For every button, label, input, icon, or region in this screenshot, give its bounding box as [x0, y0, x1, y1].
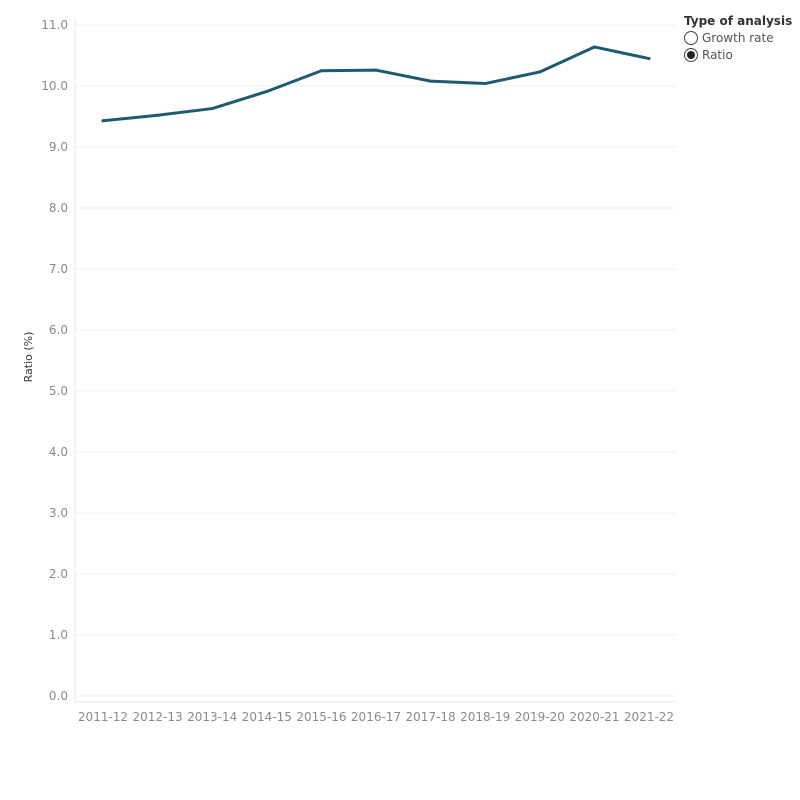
x-tick-label: 2016-17 — [351, 710, 401, 724]
y-tick-label: 4.0 — [49, 445, 68, 459]
x-tick-label: 2021-22 — [624, 710, 674, 724]
y-tick-label: 11.0 — [41, 18, 68, 32]
radio-ratio[interactable]: Ratio — [684, 46, 792, 63]
series-line — [101, 45, 651, 123]
radio-dot-icon — [687, 50, 695, 59]
y-tick-label: 1.0 — [49, 628, 68, 642]
y-tick-labels: 0.0 1.0 2.0 3.0 4.0 5.0 6.0 7.0 8.0 9.0 10.0 11.0 — [41, 18, 68, 703]
data-point — [374, 68, 378, 72]
data-point — [429, 79, 433, 83]
data-point — [483, 82, 487, 86]
legend-title: Type of analysis — [684, 14, 793, 28]
radio-button-selected-icon[interactable] — [684, 47, 698, 62]
y-tick-label: 3.0 — [49, 506, 68, 520]
x-tick-label: 2015-16 — [296, 710, 346, 724]
y-tick-label: 6.0 — [49, 323, 68, 337]
series — [101, 45, 651, 123]
y-axis-label: Ratio (%) — [22, 332, 35, 383]
x-tick-labels: 2011-12 2012-13 2013-14 2014-15 2015-16 2016-… — [78, 710, 674, 724]
gridlines — [75, 24, 676, 697]
data-point — [538, 70, 542, 74]
radio-growth-rate[interactable]: Growth rate — [684, 29, 792, 46]
x-tick-label: 2020-21 — [569, 710, 619, 724]
data-point — [319, 69, 323, 73]
x-tick-label: 2012-13 — [133, 710, 183, 724]
axes — [74, 18, 676, 703]
radio-button-icon[interactable] — [684, 30, 698, 45]
x-tick-label: 2013-14 — [187, 710, 237, 724]
x-tick-label: 2018-19 — [460, 710, 510, 724]
y-tick-label: 0.0 — [49, 689, 68, 703]
data-point — [101, 119, 105, 123]
data-point — [156, 113, 160, 117]
radio-label-growth-rate: Growth rate — [702, 30, 774, 45]
data-point — [592, 45, 596, 49]
y-tick-label: 9.0 — [49, 140, 68, 154]
radio-label-ratio: Ratio — [702, 47, 733, 62]
x-tick-label: 2017-18 — [406, 710, 456, 724]
x-tick-label: 2011-12 — [78, 710, 128, 724]
y-tick-label: 2.0 — [49, 567, 68, 581]
x-tick-label: 2014-15 — [242, 710, 292, 724]
y-tick-label: 10.0 — [41, 79, 68, 93]
data-point — [210, 107, 214, 111]
data-point — [647, 57, 651, 61]
y-tick-label: 8.0 — [49, 201, 68, 215]
data-point — [265, 89, 269, 93]
y-tick-label: 7.0 — [49, 262, 68, 276]
analysis-type-legend: Type of analysis Growth rate Ratio — [684, 14, 792, 63]
x-tick-label: 2019-20 — [515, 710, 565, 724]
y-tick-label: 5.0 — [49, 384, 68, 398]
